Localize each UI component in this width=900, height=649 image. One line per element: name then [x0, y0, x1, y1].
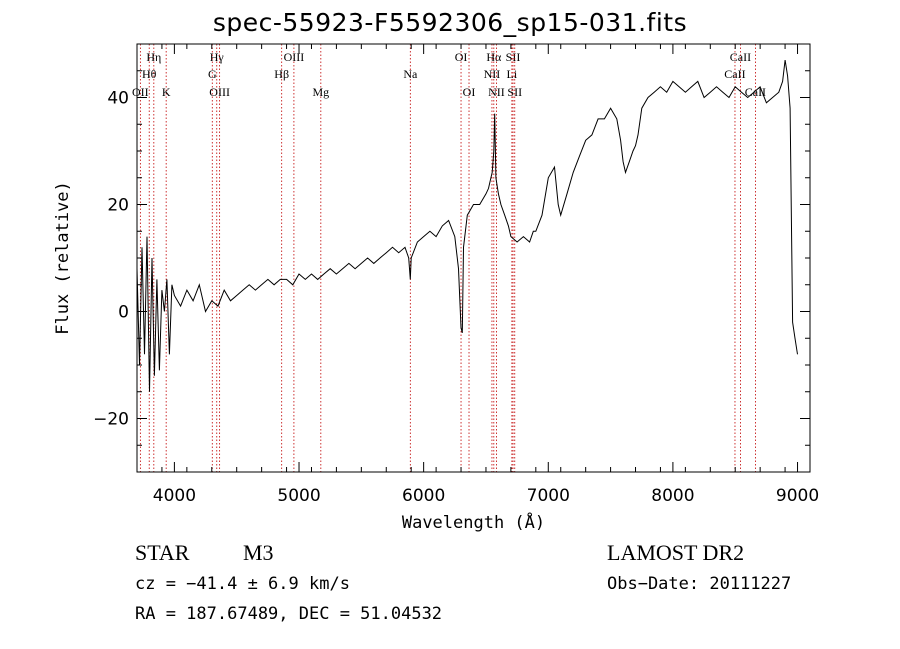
x-tick-label: 5000 — [277, 486, 320, 506]
x-axis-label: Wavelength (Å) — [402, 511, 545, 533]
chart-title: spec-55923-F5592306_sp15-031.fits — [212, 8, 688, 37]
observation-date: Obs−Date: 20111227 — [607, 574, 792, 594]
marker-label: SII — [507, 85, 522, 99]
x-tick-label: 6000 — [402, 486, 445, 506]
marker-label: OI — [455, 50, 468, 64]
y-axis-label: Flux (relative) — [53, 181, 73, 335]
marker-label: NII — [484, 67, 501, 81]
marker-label: SII — [506, 50, 521, 64]
marker-label: CaII — [724, 67, 745, 81]
y-tick-label: −20 — [93, 410, 129, 430]
marker-label: OIII — [209, 85, 230, 99]
marker-label: Hη — [146, 50, 161, 64]
marker-label: Na — [403, 67, 418, 81]
marker-label: OI — [463, 85, 476, 99]
coordinates: RA = 187.67489, DEC = 51.04532 — [135, 604, 443, 624]
x-tick-label: 9000 — [776, 486, 819, 506]
marker-label: Hα — [486, 50, 502, 64]
redshift-cz: cz = −41.4 ± 6.9 km/s — [135, 574, 350, 594]
marker-label: Li — [507, 67, 518, 81]
y-tick-label: 20 — [107, 196, 129, 216]
axis-ticks: 4000 5000 6000 7000 8000 9000 −20 0 20 40 — [93, 43, 819, 506]
marker-label: NII — [488, 85, 505, 99]
marker-label: OII — [132, 85, 149, 99]
flux-series — [136, 60, 798, 392]
x-tick-label: 4000 — [153, 486, 196, 506]
survey-name: LAMOST DR2 — [607, 540, 745, 565]
marker-label: OIII — [284, 50, 305, 64]
marker-label: Hγ — [210, 50, 225, 64]
plot-frame — [136, 43, 811, 473]
marker-label: G — [208, 67, 217, 81]
x-tick-label: 7000 — [527, 486, 570, 506]
series-line — [136, 60, 798, 392]
object-subclass: M3 — [243, 540, 274, 565]
y-tick-label: 0 — [118, 303, 129, 323]
y-tick-label: 40 — [107, 89, 129, 109]
marker-label: Mg — [312, 85, 329, 99]
marker-label: CaII — [730, 50, 751, 64]
marker-label: Hβ — [274, 67, 289, 81]
x-tick-label: 8000 — [651, 486, 694, 506]
line-markers: OIIHθHηKHγGOIIIHβOIIIMgNaOIOIHαNIINIISII… — [132, 44, 766, 472]
marker-label: K — [162, 85, 171, 99]
object-class: STAR — [135, 540, 190, 565]
marker-label: Hθ — [142, 67, 157, 81]
